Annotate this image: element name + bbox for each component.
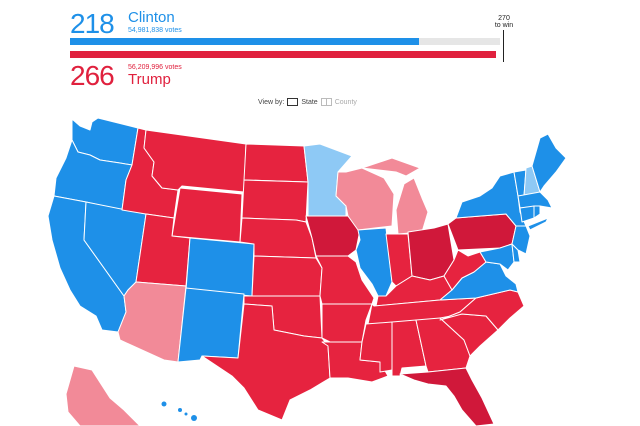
state-KS[interactable] <box>251 255 323 297</box>
county-view-icon[interactable] <box>320 98 332 106</box>
clinton-bar-track <box>70 38 500 45</box>
threshold-line <box>503 30 504 62</box>
clinton-bar <box>70 38 419 45</box>
trump-bar <box>70 51 496 58</box>
county-view-option[interactable]: County <box>334 98 357 106</box>
threshold-label: 270 to win <box>493 15 515 29</box>
state-WY[interactable] <box>171 187 243 243</box>
state-AZ[interactable] <box>117 281 187 363</box>
state-MI[interactable] <box>361 157 429 235</box>
clinton-electoral-votes: 218 <box>70 8 115 39</box>
threshold-text: to win <box>494 22 514 29</box>
state-CO[interactable] <box>185 237 255 297</box>
trump-bar-track <box>70 51 500 58</box>
state-RI[interactable] <box>533 205 541 219</box>
results-header: 218 Clinton 54,981,838 votes 270 to win … <box>70 0 520 95</box>
state-CT[interactable] <box>519 205 535 223</box>
state-ND[interactable] <box>243 143 309 183</box>
clinton-name: Clinton <box>128 9 175 26</box>
view-by-toggle: View by: State County <box>258 98 357 106</box>
state-HI[interactable] <box>161 401 198 422</box>
state-PA[interactable] <box>447 213 517 251</box>
threshold-number: 270 <box>498 15 510 22</box>
state-MD[interactable] <box>479 243 515 271</box>
state-MT[interactable] <box>143 129 247 193</box>
state-NC[interactable] <box>439 289 525 331</box>
trump-electoral-votes: 266 <box>70 60 115 91</box>
state-MO[interactable] <box>315 255 375 305</box>
view-by-label: View by: <box>258 98 285 106</box>
state-SD[interactable] <box>241 179 309 223</box>
state-view-option[interactable]: State <box>301 98 318 106</box>
state-NM[interactable] <box>177 287 245 363</box>
state-ME[interactable] <box>531 133 567 193</box>
state-view-icon[interactable] <box>287 98 299 106</box>
clinton-popular-votes: 54,981,838 votes <box>128 27 182 34</box>
trump-name: Trump <box>128 71 171 88</box>
state-FL[interactable] <box>399 367 495 426</box>
trump-popular-votes: 56,209,996 votes <box>128 64 182 71</box>
state-TX[interactable] <box>201 303 331 421</box>
state-AK[interactable] <box>65 365 141 426</box>
